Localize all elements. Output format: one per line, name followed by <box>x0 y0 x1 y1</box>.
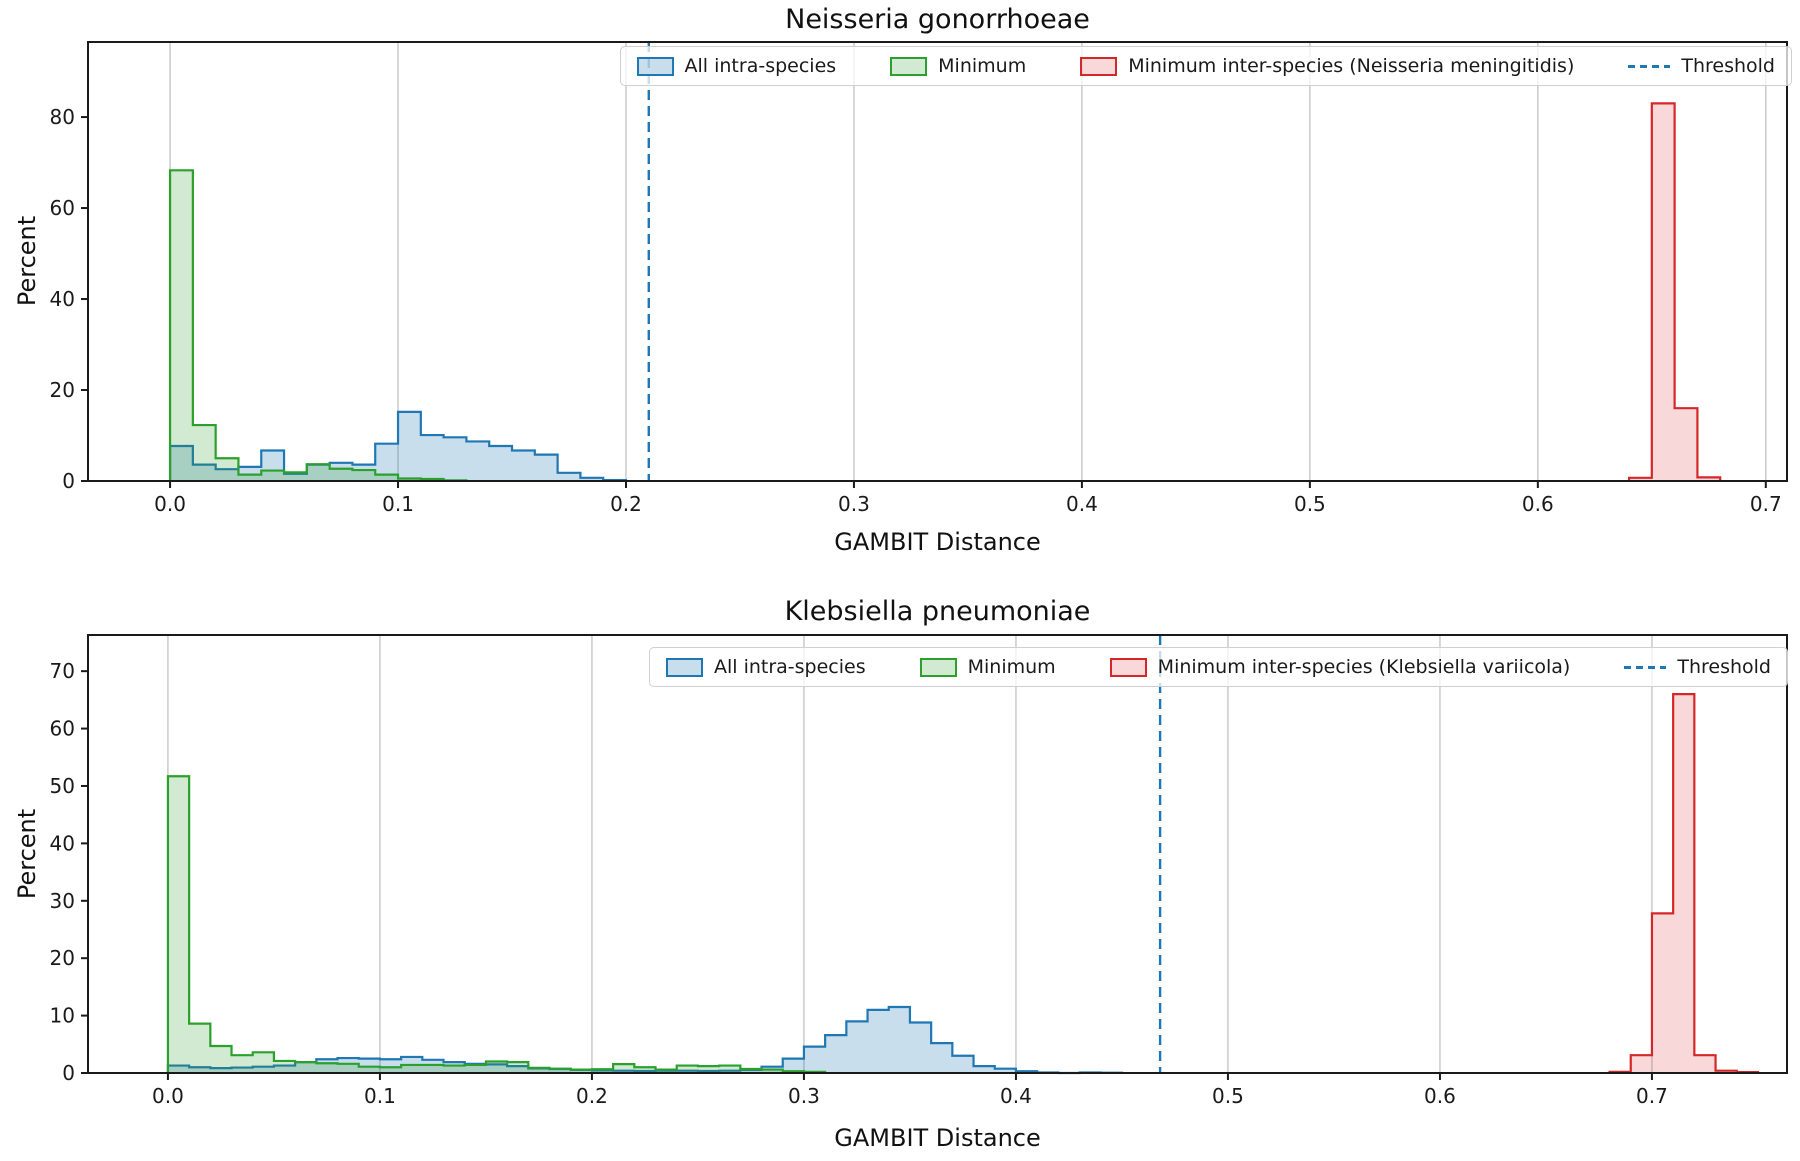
x-tick-label: 0.5 <box>1294 492 1326 516</box>
histogram-outline-all-intra-species <box>166 1005 1124 1075</box>
y-tick-label: 50 <box>50 774 75 798</box>
x-tick-label: 0.6 <box>1522 492 1554 516</box>
x-tick-label: 0.3 <box>838 492 870 516</box>
x-tick-label: 0.3 <box>788 1084 820 1108</box>
green-histogram-swatch <box>890 56 928 76</box>
y-tick-label: 20 <box>50 946 75 970</box>
x-axis-label-bottom: GAMBIT Distance <box>834 1124 1041 1152</box>
x-tick-label: 0.2 <box>576 1084 608 1108</box>
legend-bottom: All intra-species Minimum Minimum inter-… <box>648 647 1788 687</box>
x-tick-label: 0.0 <box>154 492 186 516</box>
chart-title-klebsiella: Klebsiella pneumoniae <box>784 596 1091 627</box>
y-axis-label-top: Percent <box>13 215 41 307</box>
x-tick-label: 0.7 <box>1750 492 1782 516</box>
y-tick-label: 60 <box>50 196 75 220</box>
histogram-fill-minimum <box>170 170 467 482</box>
y-tick-label: 40 <box>50 287 75 311</box>
y-tick-label: 10 <box>50 1004 75 1028</box>
threshold-legend-line-icon <box>1628 64 1671 68</box>
legend-item-all-intra-species: All intra-species <box>665 656 866 678</box>
legend-top: All intra-species Minimum Minimum inter-… <box>619 46 1792 86</box>
histogram-outline-minimum-inter-species-klebsiella-variicola <box>1608 693 1760 1074</box>
y-tick-label: 70 <box>50 659 75 683</box>
x-tick-label: 0.4 <box>1000 1084 1032 1108</box>
legend-item-minimum: Minimum <box>919 656 1056 678</box>
green-histogram-swatch <box>919 657 957 677</box>
blue-histogram-swatch <box>636 56 674 76</box>
legend-item-all-intra-species: All intra-species <box>636 55 837 77</box>
x-tick-label: 0.5 <box>1212 1084 1244 1108</box>
histogram-outline-minimum <box>168 169 468 482</box>
y-axis-label-bottom: Percent <box>13 808 41 900</box>
x-axis-label-top: GAMBIT Distance <box>834 528 1041 556</box>
legend-label-threshold: Threshold <box>1677 656 1771 678</box>
chart-title-neisseria: Neisseria gonorrhoeae <box>785 4 1090 35</box>
legend-item-threshold: Threshold <box>1624 656 1771 678</box>
x-tick-label: 0.1 <box>364 1084 396 1108</box>
histogram-fill-all-intra-species <box>167 1006 1122 1073</box>
red-histogram-swatch <box>1080 56 1118 76</box>
legend-label-all-intra-species: All intra-species <box>684 55 837 77</box>
histogram-outline-minimum-inter-species-neisseria-meningitidis <box>1627 102 1722 481</box>
x-tick-label: 0.1 <box>382 492 414 516</box>
x-tick-label: 0.0 <box>152 1084 184 1108</box>
legend-label-inter-species: Minimum inter-species (Klebsiella variic… <box>1157 656 1571 678</box>
histogram-fill-minimum-inter-species-klebsiella-variicola <box>1609 694 1758 1073</box>
y-tick-label: 40 <box>50 831 75 855</box>
x-tick-label: 0.7 <box>1636 1084 1668 1108</box>
blue-histogram-swatch <box>665 657 703 677</box>
x-tick-label: 0.6 <box>1424 1084 1456 1108</box>
plot-area-border <box>87 634 1788 1074</box>
legend-label-inter-species: Minimum inter-species (Neisseria meningi… <box>1128 55 1575 77</box>
y-tick-label: 0 <box>62 1061 75 1085</box>
y-tick-label: 80 <box>50 105 75 129</box>
y-tick-label: 60 <box>50 717 75 741</box>
legend-item-minimum: Minimum <box>890 55 1026 77</box>
y-tick-label: 0 <box>62 469 75 493</box>
histogram-outline-minimum <box>166 775 827 1073</box>
legend-item-inter-species: Minimum inter-species (Neisseria meningi… <box>1080 55 1574 77</box>
x-tick-label: 0.2 <box>610 492 642 516</box>
legend-label-threshold: Threshold <box>1681 55 1775 77</box>
legend-label-minimum: Minimum <box>967 656 1056 678</box>
legend-item-inter-species: Minimum inter-species (Klebsiella variic… <box>1109 656 1571 678</box>
threshold-legend-line-icon <box>1624 665 1667 669</box>
x-tick-label: 0.4 <box>1066 492 1098 516</box>
legend-item-threshold: Threshold <box>1628 55 1775 77</box>
y-tick-label: 20 <box>50 378 75 402</box>
histogram-fill-minimum <box>167 776 826 1073</box>
red-histogram-swatch <box>1109 657 1147 677</box>
legend-label-all-intra-species: All intra-species <box>713 656 866 678</box>
legend-label-minimum: Minimum <box>938 55 1027 77</box>
y-tick-label: 30 <box>50 889 75 913</box>
plot-area-border <box>87 41 1788 482</box>
